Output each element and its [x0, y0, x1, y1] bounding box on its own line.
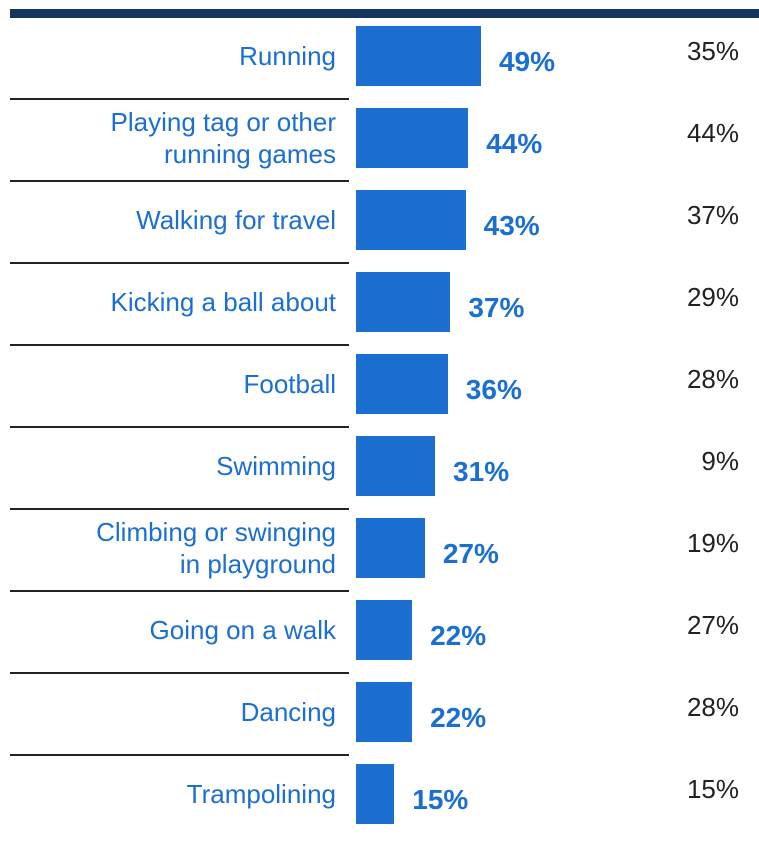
category-label: Football — [244, 368, 337, 400]
category-label: Running — [239, 40, 336, 72]
bar-value-label: 27% — [442, 538, 499, 569]
bar-value-label: 49% — [498, 46, 555, 77]
comparison-value: 9% — [701, 446, 739, 476]
top-rule — [10, 9, 759, 18]
bar — [356, 108, 469, 168]
bar-value-label: 22% — [430, 702, 487, 733]
row-divider — [10, 98, 349, 100]
category-label: Dancing — [241, 696, 336, 728]
chart-row: Walking for travel 43% 37% — [0, 190, 759, 272]
bar-value-label: 36% — [465, 374, 522, 405]
row-divider — [10, 672, 349, 674]
chart-row: Going on a walk 22% 27% — [0, 600, 759, 682]
comparison-value: 27% — [686, 610, 739, 640]
category-label: Swimming — [216, 450, 336, 482]
comparison-value: 28% — [686, 692, 739, 722]
category-label-line: Going on a walk — [149, 615, 336, 645]
category-label-line: in playground — [179, 549, 336, 579]
chart-row: Football 36% 28% — [0, 354, 759, 436]
bar-value-label: 31% — [453, 456, 510, 487]
category-label-line: Swimming — [216, 451, 336, 481]
bar-chart: Running 49% 35% Playing tag or other running… — [0, 9, 759, 824]
bar-value-label: 37% — [468, 292, 525, 323]
category-label: Walking for travel — [136, 204, 336, 236]
bar — [356, 436, 436, 496]
category-label: Playing tag or other running games — [111, 106, 336, 170]
row-divider — [10, 590, 349, 592]
comparison-value: 19% — [686, 528, 739, 558]
bar — [356, 272, 451, 332]
chart-row: Climbing or swinging in playground 27% 19% — [0, 516, 759, 600]
category-label-line: Walking for travel — [136, 205, 336, 235]
category-label: Going on a walk — [150, 614, 336, 646]
category-label-line: Climbing or swinging — [96, 517, 336, 547]
row-divider — [10, 754, 349, 756]
row-divider — [10, 426, 349, 428]
category-label-line: Trampolining — [186, 779, 336, 809]
bar-value-label: 43% — [483, 210, 540, 241]
comparison-value: 37% — [686, 200, 739, 230]
chart-row: Kicking a ball about 37% 29% — [0, 272, 759, 354]
category-label: Climbing or swinging in playground — [96, 516, 336, 580]
comparison-value: 35% — [686, 36, 739, 66]
category-label-line: Kicking a ball about — [110, 287, 336, 317]
category-label-line: Playing tag or other — [110, 107, 336, 137]
chart-row: Dancing 22% 28% — [0, 682, 759, 764]
category-label: Kicking a ball about — [111, 286, 336, 318]
bar — [356, 190, 466, 250]
bar-value-label: 44% — [486, 128, 543, 159]
comparison-value: 28% — [686, 364, 739, 394]
row-divider — [10, 180, 349, 182]
chart-row: Swimming 31% 9% — [0, 436, 759, 518]
category-label-line: Football — [243, 369, 337, 399]
bar — [356, 600, 413, 660]
category-label-line: Running — [239, 41, 336, 71]
comparison-value: 15% — [686, 774, 739, 804]
comparison-value: 44% — [686, 118, 739, 148]
bar — [356, 518, 425, 578]
chart-row: Running 49% 35% — [0, 26, 759, 108]
row-divider — [10, 508, 349, 510]
bar — [356, 682, 413, 742]
row-divider — [10, 262, 349, 264]
comparison-value: 29% — [686, 282, 739, 312]
chart-row: Playing tag or other running games 44% 44% — [0, 106, 759, 190]
bar-value-label: 22% — [430, 620, 487, 651]
row-divider — [10, 344, 349, 346]
bar — [356, 26, 481, 86]
category-label-line: running games — [164, 139, 336, 169]
bar — [356, 354, 448, 414]
chart-row: Trampolining 15% 15% — [0, 764, 759, 846]
bar-value-label: 15% — [412, 784, 469, 815]
category-label: Trampolining — [187, 778, 336, 810]
bar — [356, 764, 395, 824]
category-label-line: Dancing — [240, 697, 336, 727]
